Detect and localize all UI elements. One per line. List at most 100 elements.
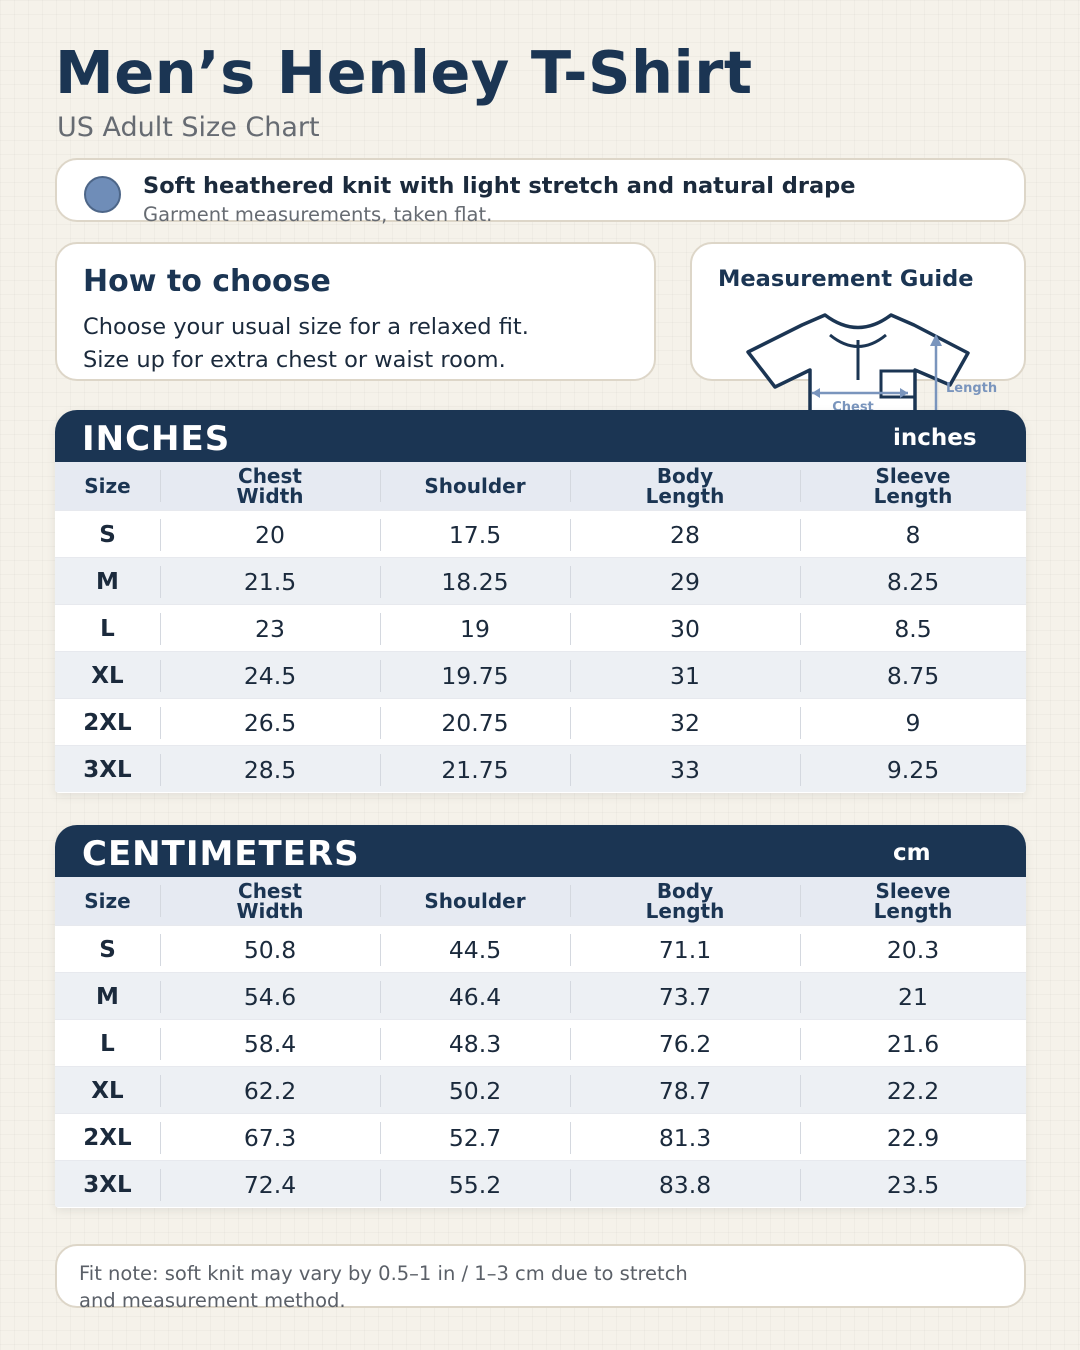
- column-header-sleeve-length: Sleeve Length: [873, 464, 953, 508]
- cell-chest-width: 67.3: [243, 1123, 297, 1152]
- column-header-shoulder: Shoulder: [424, 889, 526, 913]
- column-header-size: Size: [84, 474, 131, 498]
- cell-size: L: [100, 1030, 115, 1057]
- cell-sleeve-length: 8.75: [886, 661, 940, 690]
- cell-size: S: [99, 936, 116, 963]
- column-header-chest-width: Chest Width: [236, 464, 304, 508]
- cell-shoulder: 21.75: [441, 755, 509, 784]
- column-headers: Size Chest Width Shoulder Body Length Sl…: [55, 462, 1026, 510]
- cell-size: M: [96, 983, 119, 1010]
- cell-chest-width: 21.5: [243, 567, 297, 596]
- table-row: 2XL 67.3 52.7 81.3 22.9: [55, 1113, 1026, 1160]
- cell-sleeve-length: 9.25: [886, 755, 940, 784]
- cell-sleeve-length: 20.3: [886, 935, 940, 964]
- centimeters-table: CENTIMETERS cm Size Chest Width Shoulder…: [55, 825, 1026, 1208]
- cell-size: XL: [91, 1077, 124, 1104]
- tshirt-diagram-icon: Chest Length: [746, 313, 997, 417]
- how-to-choose-line: Size up for extra chest or waist room.: [83, 347, 506, 373]
- table-row: 3XL 72.4 55.2 83.8 23.5: [55, 1160, 1026, 1207]
- inches-table-header: INCHES inches: [55, 410, 1026, 462]
- cell-shoulder: 44.5: [448, 935, 502, 964]
- cell-shoulder: 55.2: [448, 1170, 502, 1199]
- cell-chest-width: 23: [255, 614, 285, 643]
- measurement-guide-title: Measurement Guide: [718, 266, 974, 292]
- cell-size: 3XL: [83, 1171, 132, 1198]
- cell-size: L: [100, 615, 115, 642]
- cell-sleeve-length: 21: [898, 982, 928, 1011]
- cell-chest-width: 58.4: [243, 1029, 297, 1058]
- column-header-body-length: Body Length: [645, 464, 725, 508]
- how-to-choose-card: How to choose Choose your usual size for…: [55, 242, 656, 381]
- cell-chest-width: 72.4: [243, 1170, 297, 1199]
- cell-shoulder: 48.3: [448, 1029, 502, 1058]
- cell-shoulder: 20.75: [441, 708, 509, 737]
- cell-shoulder: 46.4: [448, 982, 502, 1011]
- cell-shoulder: 17.5: [448, 520, 502, 549]
- cell-chest-width: 26.5: [243, 708, 297, 737]
- cell-body-length: 32: [670, 708, 700, 737]
- cell-size: 3XL: [83, 756, 132, 783]
- cell-chest-width: 54.6: [243, 982, 297, 1011]
- cell-chest-width: 20: [255, 520, 285, 549]
- fabric-swatch-icon: [84, 176, 121, 213]
- cell-sleeve-length: 9: [905, 708, 921, 737]
- fabric-info-card: Soft heathered knit with light stretch a…: [55, 158, 1026, 226]
- table-row: L 58.4 48.3 76.2 21.6: [55, 1019, 1026, 1066]
- table-row: M 21.5 18.25 29 8.25: [55, 557, 1026, 604]
- cell-size: S: [99, 521, 116, 548]
- centimeters-table-header: CENTIMETERS cm: [55, 825, 1026, 877]
- fit-note-card: Fit note: soft knit may vary by 0.5–1 in…: [55, 1244, 1026, 1312]
- length-measure-label: Length: [946, 381, 997, 396]
- cell-body-length: 28: [670, 520, 700, 549]
- cell-chest-width: 24.5: [243, 661, 297, 690]
- fabric-description: Soft heathered knit with light stretch a…: [143, 173, 856, 199]
- cell-chest-width: 50.8: [243, 935, 297, 964]
- fit-note-line: Fit note: soft knit may vary by 0.5–1 in…: [79, 1262, 688, 1285]
- cell-sleeve-length: 8.25: [886, 567, 940, 596]
- table-row: S 50.8 44.5 71.1 20.3: [55, 925, 1026, 972]
- cell-chest-width: 62.2: [243, 1076, 297, 1105]
- cell-sleeve-length: 8.5: [894, 614, 932, 643]
- cell-body-length: 73.7: [658, 982, 712, 1011]
- cell-shoulder: 19: [460, 614, 490, 643]
- cell-sleeve-length: 22.9: [886, 1123, 940, 1152]
- column-header-sleeve-length: Sleeve Length: [873, 879, 953, 923]
- table-row: L 23 19 30 8.5: [55, 604, 1026, 651]
- cell-chest-width: 28.5: [243, 755, 297, 784]
- column-header-shoulder: Shoulder: [424, 474, 526, 498]
- cell-body-length: 78.7: [658, 1076, 712, 1105]
- column-header-size: Size: [84, 889, 131, 913]
- cell-shoulder: 52.7: [448, 1123, 502, 1152]
- cell-body-length: 71.1: [658, 935, 712, 964]
- inches-table-unit: inches: [893, 425, 977, 451]
- cell-sleeve-length: 21.6: [886, 1029, 940, 1058]
- cell-size: 2XL: [83, 1124, 132, 1151]
- cell-body-length: 31: [670, 661, 700, 690]
- cell-size: 2XL: [83, 709, 132, 736]
- how-to-choose-title: How to choose: [83, 264, 331, 299]
- cell-shoulder: 18.25: [441, 567, 509, 596]
- centimeters-table-title: CENTIMETERS: [82, 834, 360, 874]
- cell-body-length: 83.8: [658, 1170, 712, 1199]
- cell-body-length: 29: [670, 567, 700, 596]
- column-header-body-length: Body Length: [645, 879, 725, 923]
- table-row: 3XL 28.5 21.75 33 9.25: [55, 745, 1026, 792]
- cell-sleeve-length: 22.2: [886, 1076, 940, 1105]
- cell-size: M: [96, 568, 119, 595]
- how-to-choose-line: Choose your usual size for a relaxed fit…: [83, 314, 529, 340]
- fabric-note: Garment measurements, taken flat.: [143, 203, 493, 226]
- cell-body-length: 76.2: [658, 1029, 712, 1058]
- inches-table-title: INCHES: [82, 419, 231, 459]
- cell-size: XL: [91, 662, 124, 689]
- cell-shoulder: 19.75: [441, 661, 509, 690]
- fit-note-line: and measurement method.: [79, 1289, 346, 1312]
- cell-body-length: 81.3: [658, 1123, 712, 1152]
- centimeters-table-unit: cm: [893, 840, 931, 866]
- cell-shoulder: 50.2: [448, 1076, 502, 1105]
- table-row: XL 24.5 19.75 31 8.75: [55, 651, 1026, 698]
- table-row: XL 62.2 50.2 78.7 22.2: [55, 1066, 1026, 1113]
- inches-table: INCHES inches Size Chest Width Shoulder …: [55, 410, 1026, 793]
- page-subtitle: US Adult Size Chart: [57, 112, 320, 143]
- page-title: Men’s Henley T-Shirt: [55, 38, 753, 107]
- cell-body-length: 30: [670, 614, 700, 643]
